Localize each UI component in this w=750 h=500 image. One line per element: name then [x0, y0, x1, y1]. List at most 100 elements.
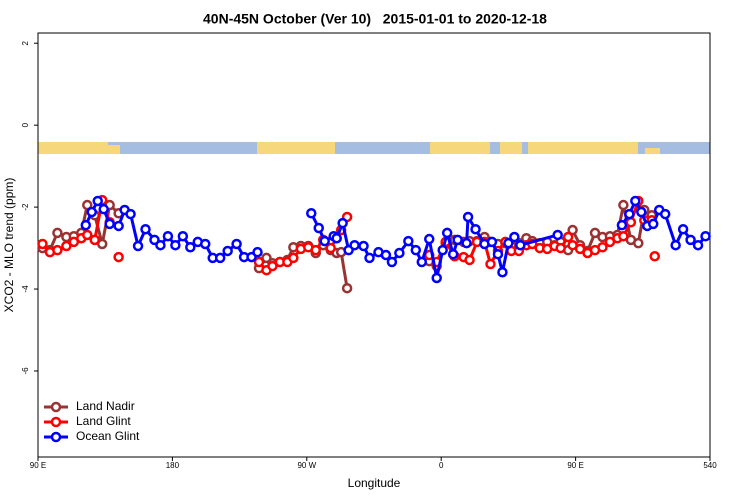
data-point [616, 219, 628, 231]
data-point [325, 242, 336, 254]
land-band [430, 142, 490, 154]
legend-marker [50, 431, 62, 443]
data-point [410, 244, 422, 256]
data-point [552, 229, 563, 241]
x-tick-label: 90 W [297, 461, 316, 470]
land-band [528, 142, 638, 154]
data-point [597, 242, 608, 253]
data-point [509, 231, 520, 243]
data-point [222, 245, 233, 257]
legend-marker [50, 416, 62, 428]
data-point [464, 254, 475, 266]
data-point [633, 237, 644, 249]
data-point [441, 227, 453, 239]
data-point [310, 244, 322, 256]
chart-title: 40N-45N October (Ver 10) 2015-01-01 to 2… [203, 11, 547, 27]
y-tick-label: -2 [21, 203, 30, 211]
data-point [574, 243, 586, 255]
data-point [485, 258, 496, 270]
land-band [645, 148, 660, 154]
y-tick-label: 0 [21, 122, 30, 127]
data-point [82, 199, 93, 211]
x-tick-label: 180 [166, 461, 180, 470]
data-point [185, 242, 196, 253]
data-point [424, 233, 435, 245]
data-point [113, 251, 124, 263]
data-point [630, 195, 641, 207]
data-point [252, 246, 263, 258]
data-point [624, 208, 635, 220]
data-point [313, 222, 324, 234]
data-point [386, 256, 398, 268]
data-point [253, 256, 265, 268]
data-point [486, 236, 498, 248]
data-point [380, 249, 392, 261]
x-tick-label: 90 E [567, 461, 583, 470]
data-point [52, 244, 63, 256]
data-point [140, 223, 151, 235]
y-tick-label: -6 [21, 367, 30, 375]
data-point [162, 230, 174, 242]
data-point [96, 238, 108, 250]
land-band [257, 142, 335, 154]
data-point [89, 234, 100, 246]
data-point [685, 234, 696, 246]
data-point [98, 203, 109, 215]
data-point [288, 252, 299, 264]
legend-label: Land Nadir [76, 399, 135, 413]
data-point [431, 272, 442, 284]
data-point [394, 247, 405, 259]
data-point [86, 206, 98, 218]
data-point [170, 239, 181, 251]
land-band [108, 145, 120, 154]
data-point [461, 237, 472, 249]
data-point [452, 234, 463, 246]
land-ocean-strip [38, 142, 710, 154]
data-point [319, 235, 330, 247]
data-point [636, 206, 647, 218]
data-point [492, 248, 504, 260]
data-point [337, 217, 348, 229]
legend-label: Ocean Glint [76, 429, 140, 443]
data-point [567, 224, 578, 236]
data-point [589, 227, 601, 239]
data-point [649, 251, 660, 262]
data-point [200, 238, 211, 250]
legend-marker [50, 401, 62, 413]
data-point [104, 218, 115, 230]
data-point [61, 240, 72, 252]
data-point [659, 208, 671, 220]
land-band [38, 142, 108, 154]
data-point [113, 220, 124, 232]
x-tick-label: 90 E [30, 461, 46, 470]
data-point [155, 239, 166, 251]
data-point [341, 282, 353, 294]
data-point [125, 208, 136, 220]
data-point [447, 248, 459, 260]
data-point [618, 230, 629, 242]
data-point [52, 227, 63, 239]
x-axis-label: Longitude [348, 476, 401, 490]
data-point [37, 238, 48, 250]
data-point [618, 199, 629, 211]
data-point [470, 223, 481, 235]
y-axis-label: XCO2 - MLO trend (ppm) [2, 178, 16, 313]
data-point [403, 235, 414, 247]
data-point [700, 230, 711, 242]
data-point [349, 239, 360, 251]
data-point [515, 239, 526, 251]
data-point [80, 219, 92, 231]
data-point [670, 239, 681, 251]
data-point [497, 266, 508, 278]
data-point [648, 218, 659, 230]
x-tick-label: 0 [439, 461, 444, 470]
data-point [231, 238, 242, 250]
legend-label: Land Glint [76, 414, 131, 428]
data-point [555, 242, 566, 254]
data-point [416, 256, 428, 268]
data-point [562, 231, 574, 243]
data-point [82, 229, 93, 241]
data-point [503, 237, 514, 249]
